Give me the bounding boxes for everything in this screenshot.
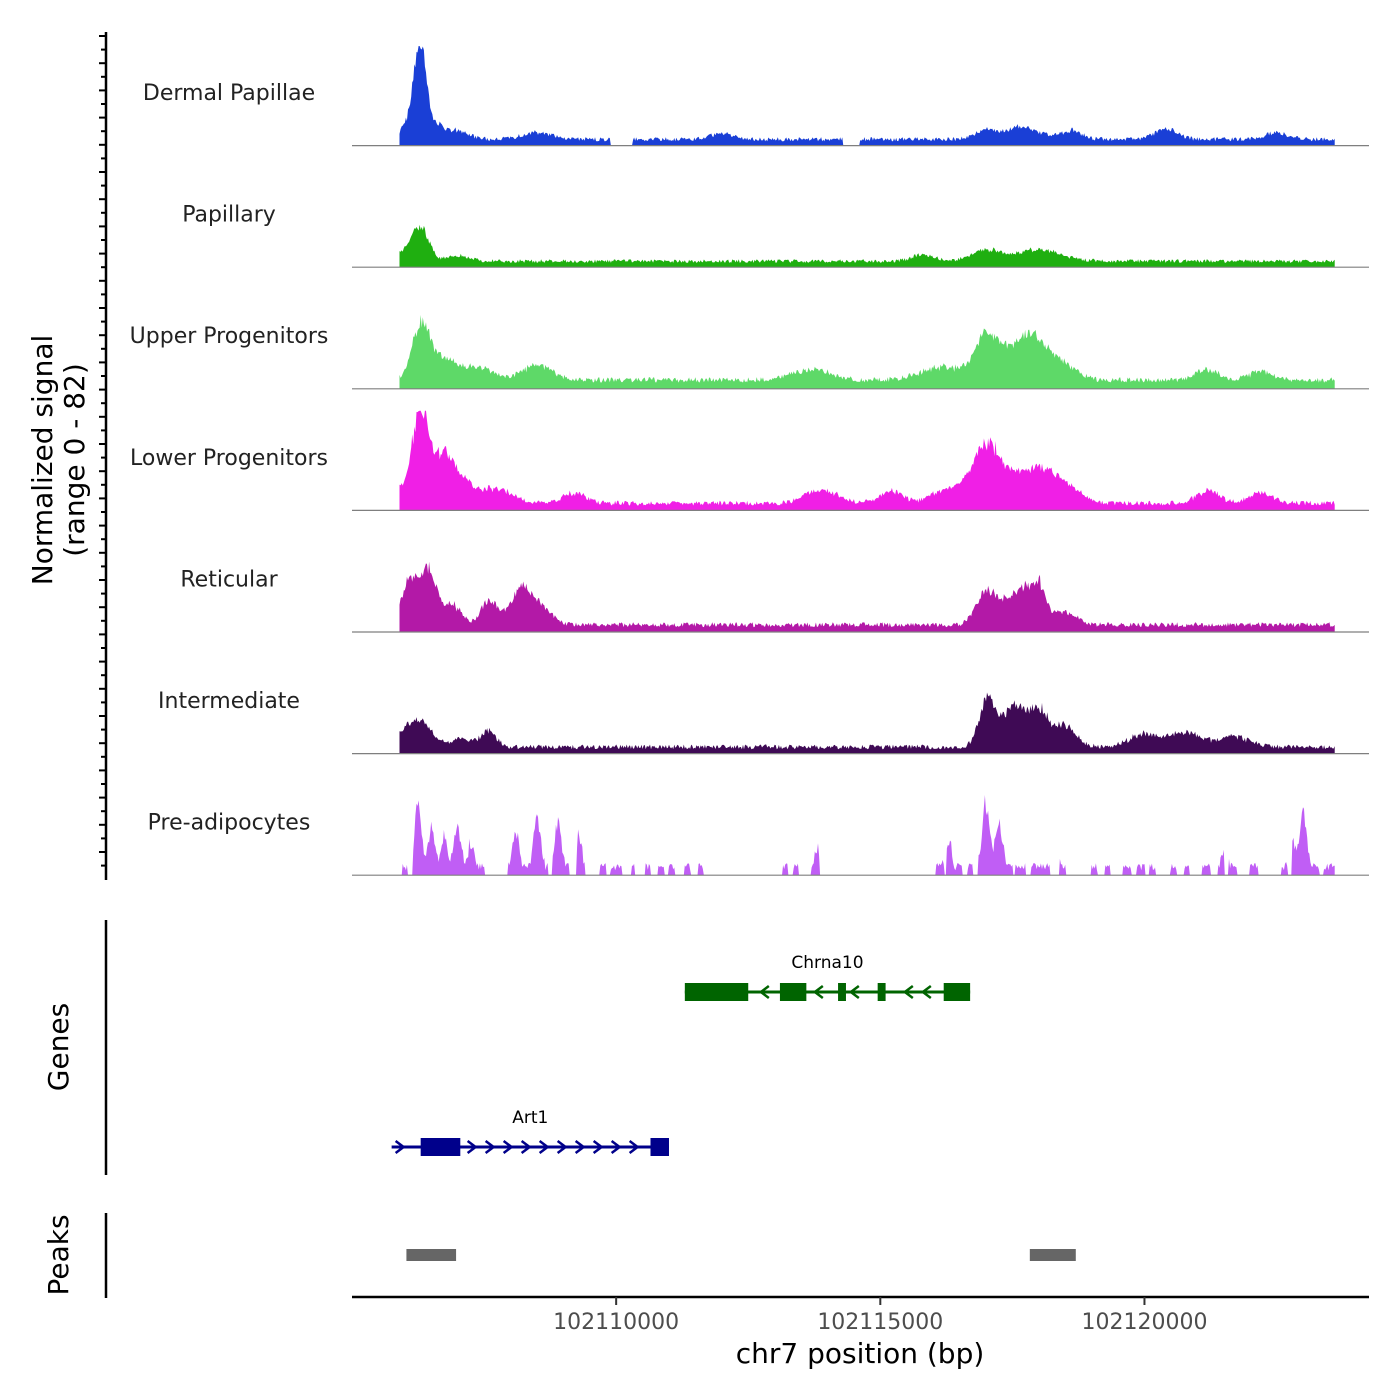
strand-chevron <box>538 1140 550 1154</box>
coverage-tracks: Dermal Papillae Papillary Upper Progenitor… <box>130 46 1369 876</box>
track-upper-progenitors: Upper Progenitors <box>130 314 1369 390</box>
x-tick-label: 102120000 <box>1081 1310 1207 1335</box>
strand-chevron <box>812 985 824 999</box>
strand-chevron <box>758 985 770 999</box>
strand-chevron <box>848 985 860 999</box>
strand-chevron <box>574 1140 586 1154</box>
track-papillary: Papillary <box>182 203 1369 268</box>
signal-axis-ticks <box>99 35 106 867</box>
track-signal-area <box>399 410 1335 511</box>
gene-exon <box>684 983 749 1001</box>
track-signal-area <box>399 46 1335 146</box>
strand-chevron <box>484 1140 496 1154</box>
track-lower-progenitors: Lower Progenitors <box>130 410 1369 511</box>
strand-chevron <box>628 1140 640 1154</box>
track-pre-adipocytes: Pre-adipocytes <box>148 795 1369 876</box>
gene-label: Art1 <box>512 1108 548 1128</box>
peak-region <box>406 1249 457 1261</box>
gene-models: Chrna10 Art1 <box>391 953 971 1156</box>
x-tick-label: 102110000 <box>553 1310 679 1335</box>
strand-chevron <box>502 1140 514 1154</box>
signal-axis-title-line2: (range 0 - 82) <box>58 363 91 557</box>
strand-chevron <box>520 1140 532 1154</box>
x-tick-label: 102115000 <box>817 1310 943 1335</box>
track-label: Pre-adipocytes <box>148 811 311 836</box>
track-signal-area <box>399 795 1335 876</box>
strand-chevron <box>556 1140 568 1154</box>
track-label: Upper Progenitors <box>130 324 329 349</box>
gene-exon <box>877 983 886 1001</box>
track-label: Reticular <box>180 567 278 592</box>
gene-art1: Art1 <box>391 1108 669 1156</box>
strand-chevron <box>902 985 914 999</box>
gene-exon <box>779 983 807 1001</box>
track-signal-area <box>399 224 1335 268</box>
track-dermal-papillae: Dermal Papillae <box>143 46 1369 147</box>
strand-chevron <box>610 1140 622 1154</box>
signal-axis-title-line1: Normalized signal <box>26 335 59 586</box>
genes-axis-title: Genes <box>42 1003 75 1091</box>
track-signal-area <box>399 692 1335 754</box>
strand-chevron <box>466 1140 478 1154</box>
strand-chevron <box>394 1140 406 1154</box>
track-label: Dermal Papillae <box>143 81 315 106</box>
track-reticular: Reticular <box>180 561 1369 633</box>
x-axis-ticks: 102110000 102115000 102120000 <box>553 1297 1207 1335</box>
x-axis-title: chr7 position (bp) <box>736 1337 985 1370</box>
gene-label: Chrna10 <box>791 953 863 973</box>
track-label: Papillary <box>182 203 276 228</box>
track-signal-area <box>399 314 1335 389</box>
gene-exon <box>838 983 846 1001</box>
strand-chevron <box>920 985 932 999</box>
track-label: Lower Progenitors <box>130 446 328 471</box>
track-label: Intermediate <box>158 689 300 714</box>
strand-chevron <box>592 1140 604 1154</box>
track-signal-area <box>399 561 1335 632</box>
gene-chrna10: Chrna10 <box>684 953 971 1001</box>
peak-region <box>1029 1249 1076 1261</box>
gene-exon <box>650 1138 669 1156</box>
peaks-axis-title: Peaks <box>42 1214 75 1295</box>
gene-exon <box>420 1138 461 1156</box>
peak-regions <box>406 1249 1076 1261</box>
track-intermediate: Intermediate <box>158 689 1369 755</box>
gene-exon <box>943 983 971 1001</box>
